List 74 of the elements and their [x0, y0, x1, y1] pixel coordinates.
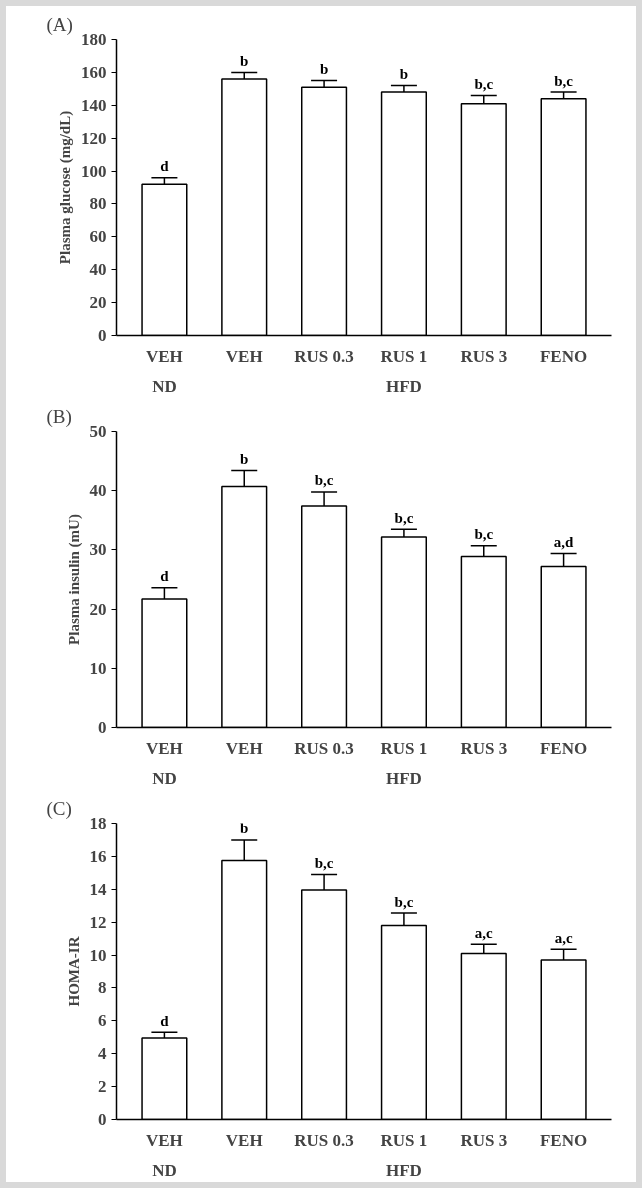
y-tick-label: 50 [89, 422, 107, 441]
x-tick-label: VEH [225, 346, 263, 366]
x-tick-label: FENO [539, 1130, 588, 1150]
chart-title: (A) [46, 13, 73, 36]
data-label: b [240, 820, 249, 837]
x-tick-label: RUS 0.3 [294, 346, 354, 366]
y-tick-label: 40 [89, 481, 107, 501]
y-tick-label: 80 [89, 194, 107, 214]
y-tick-label: 180 [81, 30, 107, 49]
x-tick-label: RUS 1 [380, 1130, 428, 1150]
x-tick-label: RUS 1 [380, 346, 428, 366]
y-tick-label: 2 [98, 1077, 107, 1097]
text: HFD [385, 376, 422, 396]
text: HFD [385, 1160, 422, 1180]
y-tick-label: 0 [98, 1110, 107, 1129]
y-tick-label: 10 [89, 658, 107, 678]
data-label: b,c [314, 472, 334, 489]
y-tick-label: 20 [89, 599, 107, 619]
y-tick-label: 12 [89, 912, 107, 932]
data-label: b,c [314, 854, 334, 871]
x-tick-label: RUS 3 [460, 1130, 508, 1150]
y-tick-label: 40 [89, 260, 107, 280]
data-label: b [319, 61, 329, 78]
x-tick-label: RUS 1 [380, 738, 428, 758]
x-tick-label: RUS 0.3 [294, 1130, 354, 1150]
data-label: a,c [554, 929, 573, 946]
x-tick-label: VEH [225, 1130, 263, 1150]
x-tick-label: FENO [539, 346, 588, 366]
data-label: b,c [554, 72, 574, 89]
text: ND [152, 376, 177, 396]
y-tick-label: 60 [89, 227, 107, 247]
text: ND [152, 768, 177, 788]
y-tick-label: 16 [89, 846, 107, 866]
y-tick-label: 160 [81, 62, 107, 82]
chart-title: (C) [46, 797, 72, 820]
y-tick-label: 100 [81, 161, 107, 181]
chart-title: (B) [46, 405, 72, 428]
data-label: b [399, 65, 409, 82]
data-label: d [160, 568, 170, 585]
y-axis-title: Plasma glucose (mg/dL) [57, 110, 74, 265]
y-tick-label: 0 [98, 326, 107, 345]
x-tick-label: RUS 3 [460, 346, 508, 366]
y-tick-label: 10 [89, 945, 107, 965]
data-label: b [240, 52, 249, 69]
x-tick-label: VEH [225, 738, 263, 758]
y-tick-label: 14 [89, 879, 107, 899]
data-label: a,d [553, 533, 575, 550]
y-axis-title: Plasma insulin (mU) [65, 514, 83, 645]
text: HFD [385, 768, 422, 788]
y-tick-label: 18 [89, 814, 107, 833]
data-label: d [160, 158, 170, 175]
data-label: b [240, 451, 249, 468]
text: ND [152, 1160, 177, 1180]
y-tick-label: 140 [81, 95, 107, 115]
y-tick-label: 0 [98, 718, 107, 737]
x-tick-label: FENO [539, 738, 588, 758]
x-tick-label: RUS 3 [460, 738, 508, 758]
y-tick-label: 4 [98, 1044, 107, 1064]
x-tick-label: VEH [145, 1130, 183, 1150]
y-axis-title: HOMA-IR [65, 936, 82, 1007]
data-label: b,c [394, 509, 414, 526]
y-tick-label: 8 [98, 978, 107, 998]
data-label: a,c [474, 924, 494, 941]
x-tick-label: VEH [145, 346, 183, 366]
y-tick-label: 20 [89, 293, 107, 313]
data-label: d [160, 1012, 170, 1029]
data-label: b,c [474, 526, 494, 543]
x-tick-label: VEH [145, 738, 183, 758]
y-tick-label: 6 [98, 1011, 107, 1031]
data-label: b,c [394, 893, 414, 910]
y-tick-label: 30 [89, 540, 107, 560]
y-tick-label: 120 [81, 128, 107, 148]
data-label: b,c [474, 75, 494, 92]
x-tick-label: RUS 0.3 [294, 738, 354, 758]
